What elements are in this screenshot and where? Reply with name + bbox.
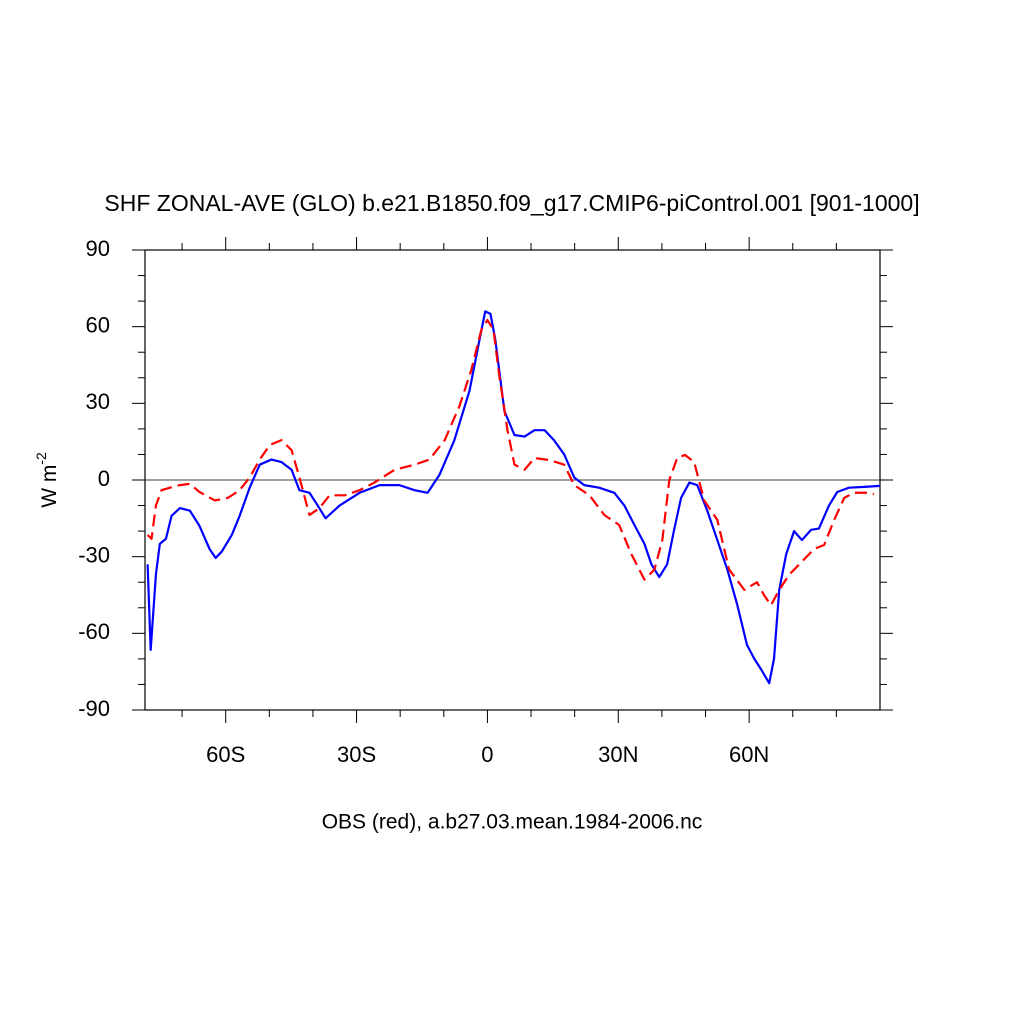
chart-title: SHF ZONAL-AVE (GLO) b.e21.B1850.f09_g17.…: [104, 190, 919, 216]
x-tick-label: 60S: [206, 742, 245, 767]
y-tick-label: 60: [86, 312, 110, 337]
y-tick-label: -60: [78, 619, 110, 644]
y-tick-label: 30: [86, 389, 110, 414]
y-axis-label: W m-2: [33, 452, 61, 508]
data-line: [146, 310, 881, 685]
x-tick-label: 30S: [337, 742, 376, 767]
y-tick-label: 0: [98, 466, 110, 491]
x-tick-label: 0: [481, 742, 493, 767]
y-axis-label-superscript: -2: [33, 452, 49, 465]
y-tick-label: -30: [78, 542, 110, 567]
y-tick-label: 90: [86, 236, 110, 261]
y-axis-label-text: W m: [38, 465, 61, 508]
x-tick-label: 30N: [598, 742, 638, 767]
x-axis-label: OBS (red), a.b27.03.mean.1984-2006.nc: [322, 811, 703, 834]
data-line: [146, 318, 875, 607]
x-tick-label: 60N: [729, 742, 769, 767]
y-tick-label: -90: [78, 696, 110, 721]
plot-frame: [144, 249, 881, 711]
